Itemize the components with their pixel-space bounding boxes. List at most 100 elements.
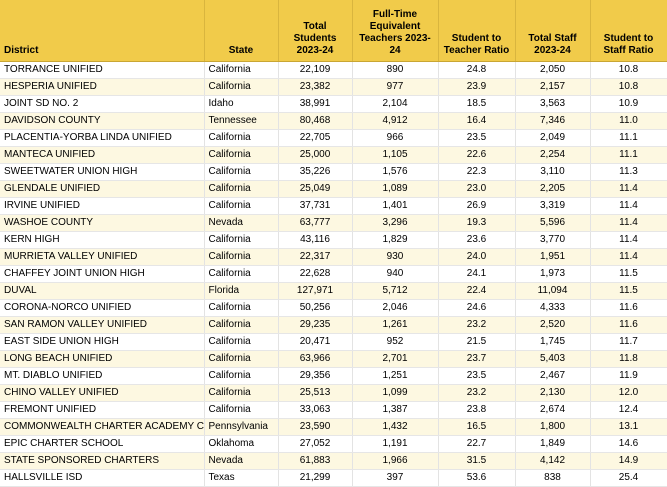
cell-student-staff-ratio[interactable]: 11.7 <box>590 333 667 351</box>
cell-district[interactable]: WASHOE COUNTY <box>0 214 205 232</box>
cell-total-staff[interactable]: 2,467 <box>515 367 591 385</box>
cell-total-staff[interactable]: 3,563 <box>515 95 591 113</box>
header-total-students[interactable]: Total Students 2023-24 <box>278 0 353 62</box>
cell-state[interactable]: Idaho <box>204 95 279 113</box>
cell-student-staff-ratio[interactable]: 11.5 <box>590 282 667 300</box>
cell-student-staff-ratio[interactable]: 13.1 <box>590 418 667 436</box>
cell-state[interactable]: California <box>204 61 279 79</box>
cell-total-staff[interactable]: 2,205 <box>515 180 591 198</box>
cell-student-teacher-ratio[interactable]: 23.6 <box>438 231 516 249</box>
cell-student-teacher-ratio[interactable]: 23.9 <box>438 78 516 96</box>
cell-fte-teachers[interactable]: 890 <box>352 61 439 79</box>
cell-student-teacher-ratio[interactable]: 23.0 <box>438 180 516 198</box>
cell-total-staff[interactable]: 2,157 <box>515 78 591 96</box>
cell-student-staff-ratio[interactable]: 11.0 <box>590 112 667 130</box>
cell-state[interactable]: California <box>204 146 279 164</box>
cell-total-students[interactable]: 38,991 <box>278 95 353 113</box>
cell-district[interactable]: CHAFFEY JOINT UNION HIGH <box>0 265 205 283</box>
cell-total-students[interactable]: 25,000 <box>278 146 353 164</box>
cell-student-teacher-ratio[interactable]: 24.8 <box>438 61 516 79</box>
cell-total-students[interactable]: 22,109 <box>278 61 353 79</box>
cell-student-staff-ratio[interactable]: 11.5 <box>590 265 667 283</box>
cell-fte-teachers[interactable]: 977 <box>352 78 439 96</box>
cell-student-staff-ratio[interactable]: 11.4 <box>590 248 667 266</box>
cell-district[interactable]: SAN RAMON VALLEY UNIFIED <box>0 316 205 334</box>
cell-fte-teachers[interactable]: 2,104 <box>352 95 439 113</box>
cell-student-staff-ratio[interactable]: 11.6 <box>590 299 667 317</box>
cell-fte-teachers[interactable]: 1,401 <box>352 197 439 215</box>
cell-student-teacher-ratio[interactable]: 19.3 <box>438 214 516 232</box>
cell-district[interactable]: HALLSVILLE ISD <box>0 469 205 487</box>
cell-total-students[interactable]: 25,513 <box>278 384 353 402</box>
cell-total-students[interactable]: 25,049 <box>278 180 353 198</box>
cell-state[interactable]: Nevada <box>204 214 279 232</box>
cell-district[interactable]: TORRANCE UNIFIED <box>0 61 205 79</box>
cell-total-staff[interactable]: 2,049 <box>515 129 591 147</box>
cell-total-students[interactable]: 23,590 <box>278 418 353 436</box>
cell-fte-teachers[interactable]: 1,432 <box>352 418 439 436</box>
cell-district[interactable]: DAVIDSON COUNTY <box>0 112 205 130</box>
cell-fte-teachers[interactable]: 4,912 <box>352 112 439 130</box>
cell-fte-teachers[interactable]: 1,387 <box>352 401 439 419</box>
header-student-teacher-ratio[interactable]: Student to Teacher Ratio <box>438 0 516 62</box>
cell-student-teacher-ratio[interactable]: 16.5 <box>438 418 516 436</box>
cell-total-staff[interactable]: 7,346 <box>515 112 591 130</box>
header-total-staff[interactable]: Total Staff 2023-24 <box>515 0 591 62</box>
cell-state[interactable]: California <box>204 384 279 402</box>
cell-student-staff-ratio[interactable]: 11.3 <box>590 163 667 181</box>
cell-student-teacher-ratio[interactable]: 24.6 <box>438 299 516 317</box>
cell-total-staff[interactable]: 2,520 <box>515 316 591 334</box>
cell-total-students[interactable]: 127,971 <box>278 282 353 300</box>
cell-fte-teachers[interactable]: 1,966 <box>352 452 439 470</box>
cell-student-teacher-ratio[interactable]: 23.5 <box>438 129 516 147</box>
cell-student-teacher-ratio[interactable]: 18.5 <box>438 95 516 113</box>
cell-state[interactable]: Florida <box>204 282 279 300</box>
cell-total-staff[interactable]: 4,142 <box>515 452 591 470</box>
cell-student-teacher-ratio[interactable]: 23.2 <box>438 316 516 334</box>
cell-student-teacher-ratio[interactable]: 23.2 <box>438 384 516 402</box>
cell-total-staff[interactable]: 1,951 <box>515 248 591 266</box>
cell-total-staff[interactable]: 2,050 <box>515 61 591 79</box>
cell-student-teacher-ratio[interactable]: 23.8 <box>438 401 516 419</box>
cell-district[interactable]: DUVAL <box>0 282 205 300</box>
cell-student-teacher-ratio[interactable]: 24.1 <box>438 265 516 283</box>
cell-student-staff-ratio[interactable]: 12.0 <box>590 384 667 402</box>
cell-total-staff[interactable]: 1,745 <box>515 333 591 351</box>
cell-total-staff[interactable]: 5,403 <box>515 350 591 368</box>
cell-total-staff[interactable]: 1,973 <box>515 265 591 283</box>
cell-state[interactable]: California <box>204 333 279 351</box>
cell-state[interactable]: Texas <box>204 469 279 487</box>
cell-state[interactable]: California <box>204 163 279 181</box>
cell-student-staff-ratio[interactable]: 11.4 <box>590 214 667 232</box>
cell-district[interactable]: MURRIETA VALLEY UNIFIED <box>0 248 205 266</box>
cell-total-students[interactable]: 22,705 <box>278 129 353 147</box>
cell-state[interactable]: Pennsylvania <box>204 418 279 436</box>
cell-fte-teachers[interactable]: 940 <box>352 265 439 283</box>
cell-district[interactable]: MANTECA UNIFIED <box>0 146 205 164</box>
cell-student-staff-ratio[interactable]: 11.8 <box>590 350 667 368</box>
cell-student-teacher-ratio[interactable]: 22.3 <box>438 163 516 181</box>
cell-fte-teachers[interactable]: 952 <box>352 333 439 351</box>
cell-state[interactable]: California <box>204 350 279 368</box>
cell-student-teacher-ratio[interactable]: 21.5 <box>438 333 516 351</box>
cell-total-staff[interactable]: 2,130 <box>515 384 591 402</box>
cell-student-teacher-ratio[interactable]: 23.5 <box>438 367 516 385</box>
cell-state[interactable]: California <box>204 316 279 334</box>
cell-state[interactable]: Tennessee <box>204 112 279 130</box>
cell-total-students[interactable]: 21,299 <box>278 469 353 487</box>
cell-student-staff-ratio[interactable]: 14.9 <box>590 452 667 470</box>
cell-student-staff-ratio[interactable]: 11.4 <box>590 231 667 249</box>
cell-fte-teachers[interactable]: 1,576 <box>352 163 439 181</box>
cell-student-teacher-ratio[interactable]: 22.7 <box>438 435 516 453</box>
cell-student-teacher-ratio[interactable]: 26.9 <box>438 197 516 215</box>
cell-district[interactable]: FREMONT UNIFIED <box>0 401 205 419</box>
cell-total-students[interactable]: 63,966 <box>278 350 353 368</box>
cell-student-staff-ratio[interactable]: 10.9 <box>590 95 667 113</box>
cell-state[interactable]: California <box>204 129 279 147</box>
cell-student-teacher-ratio[interactable]: 53.6 <box>438 469 516 487</box>
cell-fte-teachers[interactable]: 3,296 <box>352 214 439 232</box>
cell-student-staff-ratio[interactable]: 11.1 <box>590 129 667 147</box>
cell-total-staff[interactable]: 5,596 <box>515 214 591 232</box>
cell-total-students[interactable]: 61,883 <box>278 452 353 470</box>
cell-state[interactable]: California <box>204 299 279 317</box>
